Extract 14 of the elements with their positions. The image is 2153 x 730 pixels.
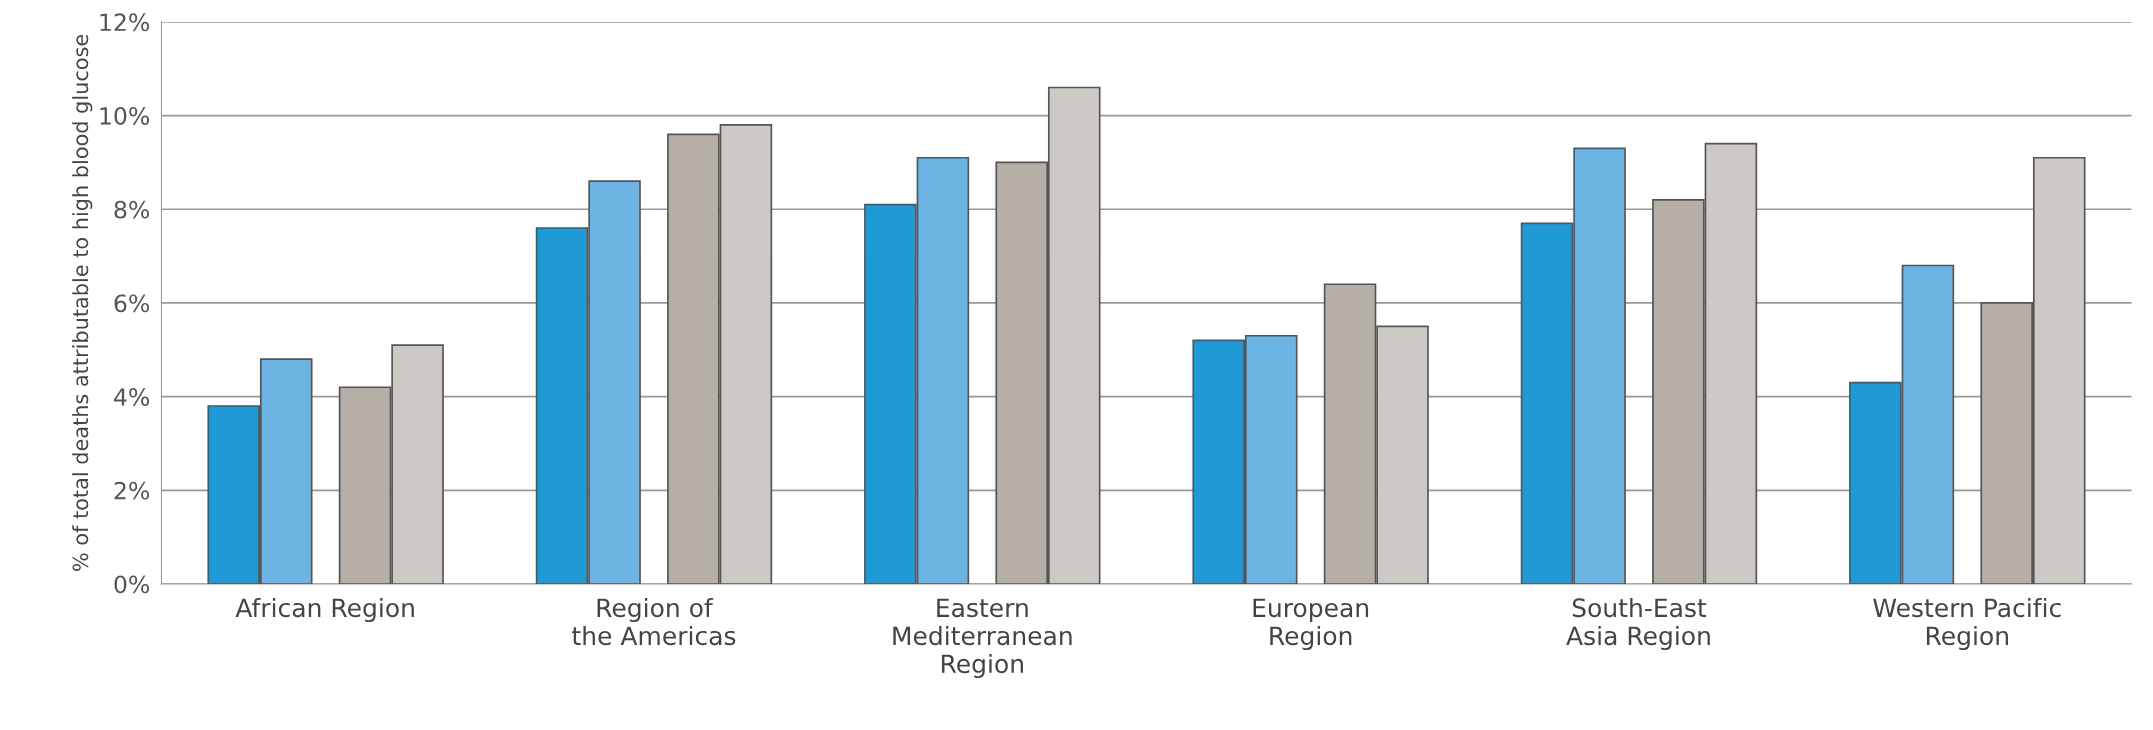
y-tick-label: 8% bbox=[114, 200, 150, 219]
y-tick-label: 6% bbox=[114, 294, 150, 313]
y-axis-title: % of total deaths attributable to high blood glucose bbox=[72, 34, 93, 571]
x-tick-label: Western Pacific Region bbox=[1873, 597, 2061, 651]
x-tick-label: Eastern Mediterranean Region bbox=[893, 598, 1072, 679]
y-tick-label: 0% bbox=[114, 575, 150, 594]
x-tick-label: African Region bbox=[235, 597, 414, 623]
x-tick-label: European Region bbox=[1253, 598, 1369, 651]
y-tick-label: 10% bbox=[100, 107, 150, 125]
y-tick-label: 12% bbox=[100, 13, 150, 32]
y-tick-label: 4% bbox=[114, 388, 150, 406]
x-tick-label: South-East Asia Region bbox=[1566, 597, 1710, 651]
x-tick-label: Region of the Americas bbox=[572, 597, 736, 646]
y-tick-label: 2% bbox=[114, 481, 150, 500]
